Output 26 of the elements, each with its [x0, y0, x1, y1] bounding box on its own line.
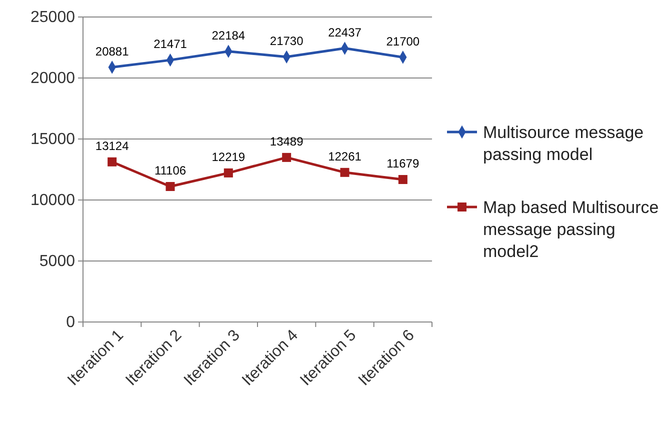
y-tick-label: 20000 — [30, 70, 76, 88]
point — [224, 168, 233, 178]
point — [398, 175, 408, 184]
data-label: 22184 — [212, 28, 246, 42]
data-label: 21471 — [154, 37, 188, 52]
y-tick-label: 10000 — [30, 192, 76, 210]
data-label: 12261 — [328, 149, 362, 164]
point — [282, 152, 292, 162]
data-label: 11679 — [386, 156, 420, 171]
data-label: 21730 — [270, 34, 304, 48]
y-tick-label: 5000 — [39, 253, 76, 270]
data-label: 13124 — [95, 138, 130, 153]
data-label: 20881 — [95, 44, 130, 58]
legend-label: Multisource message passing model — [483, 122, 644, 164]
y-tick-label: 15000 — [30, 131, 76, 148]
y-tick-label: 0 — [66, 314, 76, 332]
y-tick-label: 25000 — [30, 9, 76, 26]
point — [340, 168, 350, 177]
point — [166, 182, 175, 192]
point — [108, 157, 117, 166]
data-label: 21700 — [386, 34, 420, 48]
data-label: 13489 — [270, 134, 304, 148]
data-label: 22437 — [328, 25, 362, 40]
data-label: 12219 — [212, 150, 246, 164]
legend-label: Map based Multisource message passing model2 — [483, 198, 659, 260]
data-label: 11106 — [154, 164, 186, 178]
